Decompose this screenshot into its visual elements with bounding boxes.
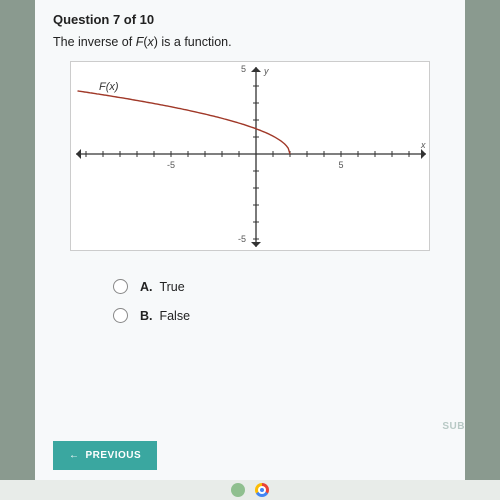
bottom-nav: ← PREVIOUS bbox=[53, 441, 465, 470]
question-text: The inverse of F(x) is a function. bbox=[53, 35, 447, 49]
answer-option-b[interactable]: B. False bbox=[113, 308, 447, 323]
function-graph: 5 -5 -5 5 y x F(x) bbox=[71, 62, 431, 252]
taskbar bbox=[0, 480, 500, 500]
submit-button-partial[interactable]: SUB bbox=[442, 421, 465, 432]
answer-letter: B. bbox=[140, 309, 153, 323]
q-var: x bbox=[148, 35, 154, 49]
svg-text:5: 5 bbox=[338, 160, 343, 170]
q-fn: F bbox=[136, 35, 144, 49]
answer-letter: A. bbox=[140, 280, 153, 294]
arrow-left-icon: ← bbox=[69, 450, 80, 461]
answer-label: B. False bbox=[140, 309, 190, 323]
answer-option-a[interactable]: A. True bbox=[113, 279, 447, 294]
answer-text: False bbox=[159, 309, 190, 323]
question-header: Question 7 of 10 bbox=[53, 12, 447, 27]
radio-icon bbox=[113, 279, 128, 294]
app-icon[interactable] bbox=[231, 483, 245, 497]
svg-text:-5: -5 bbox=[238, 234, 246, 244]
chrome-icon[interactable] bbox=[255, 483, 269, 497]
svg-text:F(x): F(x) bbox=[99, 81, 119, 93]
svg-text:x: x bbox=[420, 140, 426, 150]
radio-icon bbox=[113, 308, 128, 323]
graph-container: 5 -5 -5 5 y x F(x) bbox=[70, 61, 430, 251]
svg-text:5: 5 bbox=[241, 64, 246, 74]
previous-button[interactable]: ← PREVIOUS bbox=[53, 441, 157, 470]
svg-text:-5: -5 bbox=[167, 160, 175, 170]
quiz-page: Question 7 of 10 The inverse of F(x) is … bbox=[35, 0, 465, 480]
answer-text: True bbox=[159, 280, 184, 294]
answer-label: A. True bbox=[140, 280, 185, 294]
previous-label: PREVIOUS bbox=[86, 450, 142, 461]
answer-list: A. True B. False bbox=[113, 279, 447, 323]
svg-text:y: y bbox=[263, 66, 269, 76]
q-suffix: is a function. bbox=[158, 35, 232, 49]
q-prefix: The inverse of bbox=[53, 35, 136, 49]
